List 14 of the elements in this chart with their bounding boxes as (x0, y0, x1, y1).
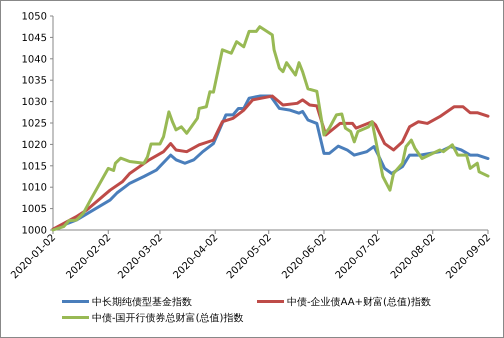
legend-label: 中长期纯债型基金指数 (92, 296, 192, 308)
y-tick-label: 1020 (22, 140, 47, 151)
y-tick-label: 1030 (22, 97, 47, 108)
y-tick-label: 1045 (22, 32, 47, 44)
legend-label: 中债-国开行债券总财富(总值)指数 (92, 312, 244, 324)
y-tick-label: 1015 (22, 161, 47, 172)
legend-label: 中债-企业债AA+财富(总值)指数 (287, 296, 431, 308)
y-tick-label: 1005 (22, 204, 47, 216)
y-tick-label: 1035 (22, 76, 47, 87)
y-tick-label: 1040 (22, 54, 47, 66)
y-tick-label: 1000 (22, 226, 47, 236)
y-tick-label: 1050 (22, 12, 47, 22)
y-tick-label: 1010 (22, 182, 47, 194)
y-tick-label: 1025 (22, 118, 47, 130)
